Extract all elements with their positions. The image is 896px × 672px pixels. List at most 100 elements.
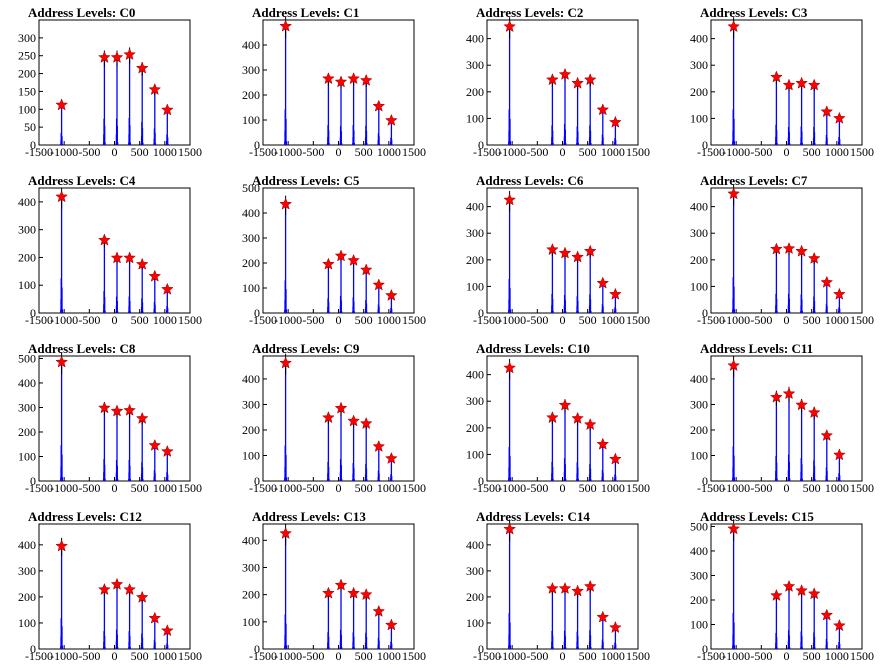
peak-marker: [359, 588, 373, 601]
y-tick-label: 300: [242, 231, 260, 245]
x-tick-label: 0: [784, 649, 790, 663]
peak-marker: [110, 251, 124, 264]
x-tick-label: 1000: [377, 649, 401, 663]
peak-marker: [55, 190, 69, 203]
x-tick-label: 1500: [402, 649, 426, 663]
x-tick-label: 1000: [153, 313, 177, 327]
y-tick-label: 100: [690, 448, 708, 462]
peak-marker: [148, 611, 162, 624]
peak-marker: [727, 522, 741, 535]
peak-marker: [832, 448, 846, 461]
peak-marker: [372, 604, 386, 617]
x-tick-label: 1500: [626, 649, 650, 663]
x-tick-label: 0: [560, 649, 566, 663]
peak-marker: [384, 618, 398, 631]
y-tick-label: 0: [30, 306, 36, 320]
peak-marker: [123, 251, 136, 264]
y-tick-label: 200: [466, 590, 484, 604]
x-tick-label: -1000: [50, 649, 78, 663]
x-tick-label: 500: [579, 145, 597, 159]
peak-marker: [359, 263, 373, 276]
peak-marker: [503, 361, 517, 374]
peak-marker: [98, 582, 111, 596]
peak-marker: [347, 586, 360, 599]
x-tick-label: 1000: [377, 313, 401, 327]
x-tick-label: -500: [750, 649, 772, 663]
peak-marker: [727, 19, 741, 33]
y-tick-label: 400: [690, 32, 708, 46]
x-tick-label: 1500: [402, 313, 426, 327]
peak-marker: [322, 257, 335, 270]
x-tick-label: -1500: [249, 313, 277, 327]
peak-marker: [596, 276, 610, 289]
panel-title: Address Levels: C6: [476, 173, 584, 188]
peak-marker: [98, 50, 111, 63]
y-tick-label: 400: [466, 538, 484, 552]
panel-6: Address Levels: C6 0 100 200 300 400 -1500-100…: [466, 173, 650, 327]
peak-marker: [347, 72, 360, 85]
y-tick-label: 0: [254, 306, 260, 320]
peak-marker: [546, 411, 559, 424]
x-tick-label: 1000: [377, 481, 401, 495]
x-tick-label: -1000: [722, 649, 750, 663]
y-tick-label: 0: [478, 474, 484, 488]
peak-marker: [135, 411, 149, 424]
peak-marker: [123, 47, 136, 61]
x-tick-label: -500: [78, 481, 100, 495]
y-tick-label: 100: [242, 113, 260, 127]
peak-marker: [546, 581, 559, 594]
x-tick-label: 500: [355, 481, 373, 495]
peak-marker: [770, 70, 783, 83]
peak-marker: [160, 444, 174, 457]
x-tick-label: 500: [803, 481, 821, 495]
y-tick-label: 0: [254, 138, 260, 152]
panel-title: Address Levels: C2: [476, 5, 583, 20]
peak-marker: [347, 253, 360, 266]
peak-marker: [546, 73, 559, 86]
x-tick-label: 1000: [601, 481, 625, 495]
y-tick-label: 300: [242, 560, 260, 574]
panel-1: Address Levels: C1 0 100 200 300 400 -1500-100…: [242, 5, 426, 159]
x-tick-label: 0: [560, 145, 566, 159]
x-tick-label: -1000: [50, 481, 78, 495]
y-tick-label: 300: [18, 400, 36, 414]
x-tick-label: -1000: [50, 313, 78, 327]
panel-title: Address Levels: C4: [28, 173, 136, 188]
y-tick-label: 400: [690, 372, 708, 386]
panel-title: Address Levels: C15: [700, 509, 814, 524]
x-tick-label: 1500: [178, 313, 202, 327]
x-tick-label: 500: [803, 649, 821, 663]
peak-marker: [123, 582, 136, 596]
peak-marker: [608, 620, 622, 634]
peak-marker: [110, 577, 124, 590]
y-tick-label: 300: [690, 568, 708, 582]
x-tick-label: -500: [78, 145, 100, 159]
peak-marker: [770, 588, 783, 601]
panel-title: Address Levels: C0: [28, 5, 135, 20]
y-tick-label: 100: [18, 616, 36, 630]
x-tick-label: 500: [803, 145, 821, 159]
y-tick-label: 100: [242, 615, 260, 629]
peak-marker: [546, 243, 559, 256]
y-tick-label: 200: [466, 253, 484, 267]
y-tick-label: 200: [242, 88, 260, 102]
x-tick-label: 0: [112, 145, 118, 159]
y-tick-label: 0: [702, 642, 708, 656]
y-tick-label: 400: [18, 376, 36, 390]
y-tick-label: 200: [690, 253, 708, 267]
peak-marker: [832, 287, 846, 300]
peak-marker: [160, 624, 174, 637]
x-tick-label: -500: [750, 313, 772, 327]
peak-marker: [334, 578, 348, 591]
x-tick-label: -500: [526, 481, 548, 495]
y-tick-label: 300: [242, 397, 260, 411]
x-tick-label: 1000: [825, 313, 849, 327]
peak-marker: [795, 398, 808, 411]
x-tick-label: -1000: [498, 481, 526, 495]
panel-title: Address Levels: C11: [700, 341, 813, 356]
y-tick-label: 300: [466, 58, 484, 72]
y-tick-label: 500: [18, 351, 36, 365]
peak-marker: [558, 67, 572, 80]
peak-marker: [832, 111, 846, 124]
peak-marker: [98, 233, 111, 246]
